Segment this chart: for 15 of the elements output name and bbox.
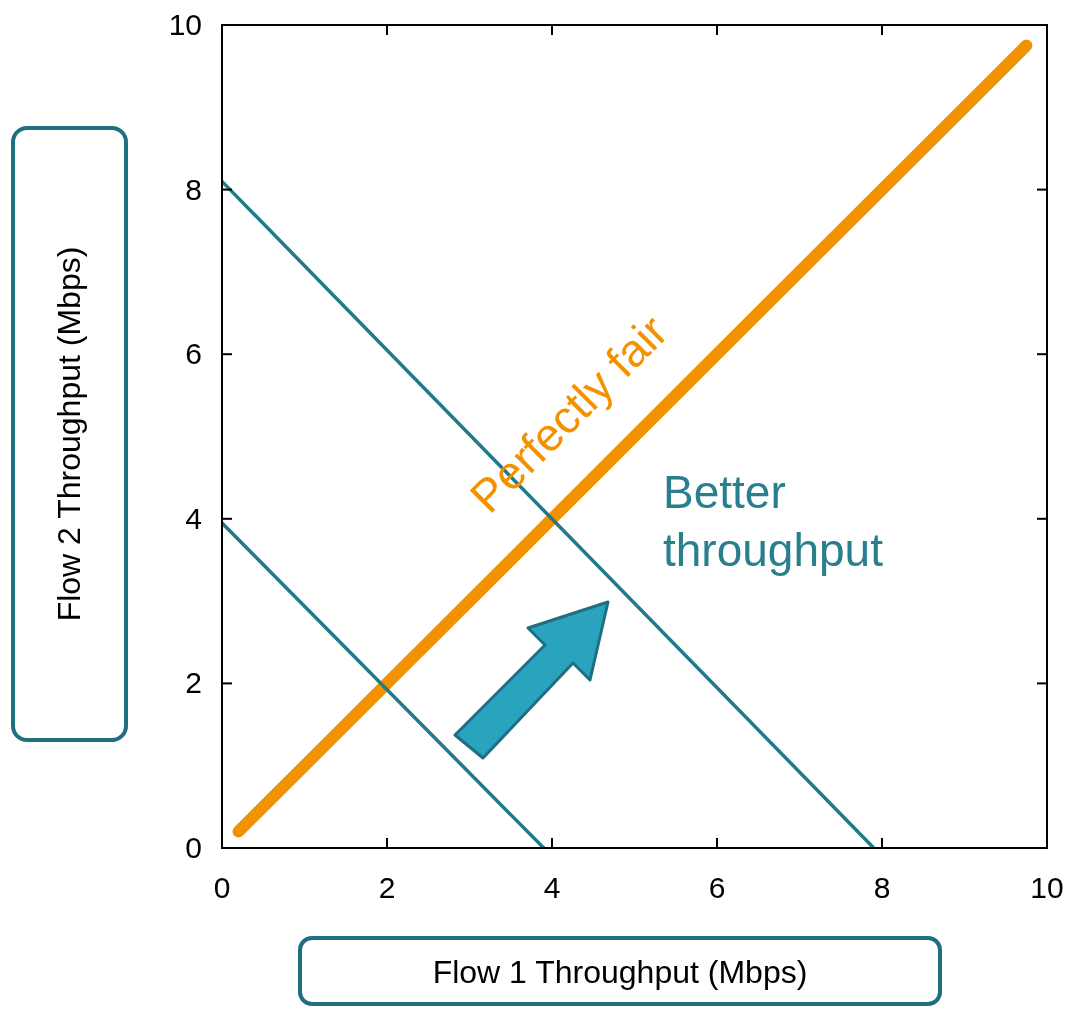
x-axis-title: Flow 1 Throughput (Mbps) [432, 954, 808, 990]
x-tick-label: 10 [1030, 871, 1064, 904]
x-tick-label: 8 [873, 871, 891, 904]
annotation: Better throughput [663, 466, 884, 576]
y-axis-title: Flow 2 Throughput (Mbps) [51, 246, 87, 622]
y-tick-label: 10 [168, 8, 202, 41]
x-tick-label: 4 [543, 871, 561, 904]
y-tick-label: 6 [185, 337, 202, 371]
y-tick-label: 0 [185, 831, 202, 864]
x-tick-label: 0 [213, 871, 231, 904]
y-tick-label: 2 [185, 666, 202, 700]
x-tick-label: 6 [708, 871, 726, 904]
y-tick-label: 4 [185, 501, 202, 535]
y-tick-label: 8 [185, 172, 202, 206]
x-tick-label: 2 [378, 871, 396, 904]
